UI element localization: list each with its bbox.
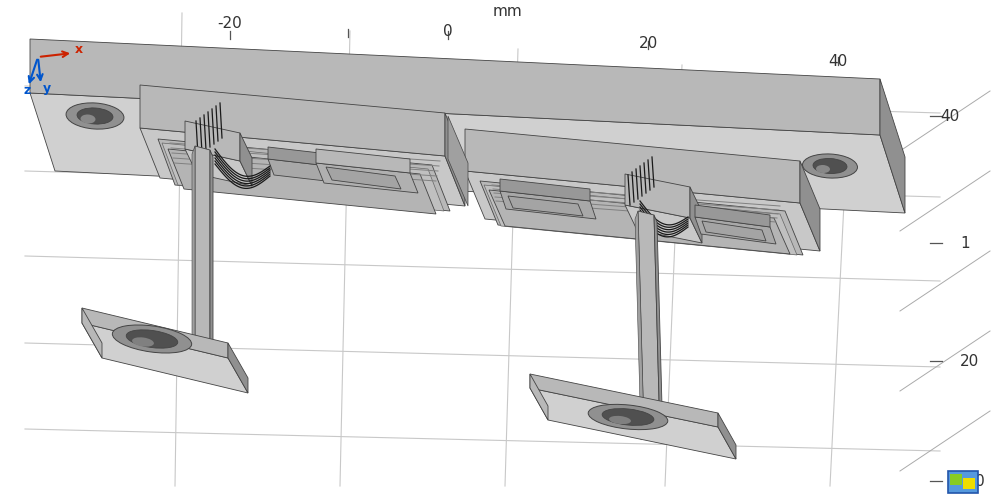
Polygon shape xyxy=(530,388,736,459)
Polygon shape xyxy=(168,149,436,214)
Polygon shape xyxy=(316,149,410,173)
Ellipse shape xyxy=(126,330,178,348)
Text: z: z xyxy=(24,84,31,97)
Polygon shape xyxy=(326,167,401,189)
Polygon shape xyxy=(625,205,702,243)
Polygon shape xyxy=(240,133,252,186)
Polygon shape xyxy=(500,191,596,219)
Polygon shape xyxy=(30,93,905,213)
Polygon shape xyxy=(484,185,797,255)
Text: -20: -20 xyxy=(218,16,242,31)
Ellipse shape xyxy=(609,416,631,424)
Polygon shape xyxy=(192,146,195,380)
Polygon shape xyxy=(465,171,820,251)
Polygon shape xyxy=(695,205,770,227)
Polygon shape xyxy=(480,181,803,255)
Ellipse shape xyxy=(112,325,192,353)
Polygon shape xyxy=(158,139,450,211)
Polygon shape xyxy=(800,161,820,251)
Polygon shape xyxy=(140,128,465,206)
Polygon shape xyxy=(140,85,445,156)
Polygon shape xyxy=(702,221,766,241)
Ellipse shape xyxy=(77,108,113,124)
Text: 40: 40 xyxy=(828,54,848,69)
Polygon shape xyxy=(445,113,465,206)
Polygon shape xyxy=(268,159,326,181)
Ellipse shape xyxy=(816,165,830,173)
Polygon shape xyxy=(880,79,905,213)
Polygon shape xyxy=(500,179,590,201)
Polygon shape xyxy=(185,149,252,186)
Polygon shape xyxy=(210,150,213,383)
Polygon shape xyxy=(718,413,736,459)
Text: 20: 20 xyxy=(638,36,658,51)
Polygon shape xyxy=(690,187,702,243)
Ellipse shape xyxy=(66,103,124,129)
Polygon shape xyxy=(316,163,418,193)
Polygon shape xyxy=(489,190,790,254)
Polygon shape xyxy=(82,308,228,358)
Text: 0: 0 xyxy=(443,24,453,39)
Polygon shape xyxy=(228,343,248,393)
Text: y: y xyxy=(43,82,51,95)
Polygon shape xyxy=(530,374,548,420)
Bar xyxy=(950,474,962,485)
Text: 40: 40 xyxy=(940,109,959,124)
Polygon shape xyxy=(635,211,644,440)
Polygon shape xyxy=(448,116,468,206)
Polygon shape xyxy=(654,215,663,443)
Polygon shape xyxy=(465,129,800,203)
Bar xyxy=(948,471,978,493)
Polygon shape xyxy=(195,146,210,376)
Polygon shape xyxy=(695,217,776,244)
Text: -10: -10 xyxy=(960,473,985,488)
Polygon shape xyxy=(268,147,320,165)
Polygon shape xyxy=(508,196,583,216)
Text: mm: mm xyxy=(493,4,523,19)
Polygon shape xyxy=(530,374,718,427)
Polygon shape xyxy=(82,308,102,358)
Polygon shape xyxy=(638,211,660,436)
Ellipse shape xyxy=(813,158,847,173)
Polygon shape xyxy=(625,174,690,218)
Polygon shape xyxy=(162,143,444,211)
Polygon shape xyxy=(185,121,240,161)
Polygon shape xyxy=(82,323,248,393)
Ellipse shape xyxy=(602,409,654,425)
Ellipse shape xyxy=(81,115,95,124)
Bar xyxy=(963,478,975,489)
Text: x: x xyxy=(75,43,83,56)
Text: 20: 20 xyxy=(960,354,979,369)
Polygon shape xyxy=(30,39,880,135)
Ellipse shape xyxy=(803,154,857,178)
Ellipse shape xyxy=(588,404,668,430)
Text: 1: 1 xyxy=(960,235,970,250)
Ellipse shape xyxy=(132,337,154,347)
